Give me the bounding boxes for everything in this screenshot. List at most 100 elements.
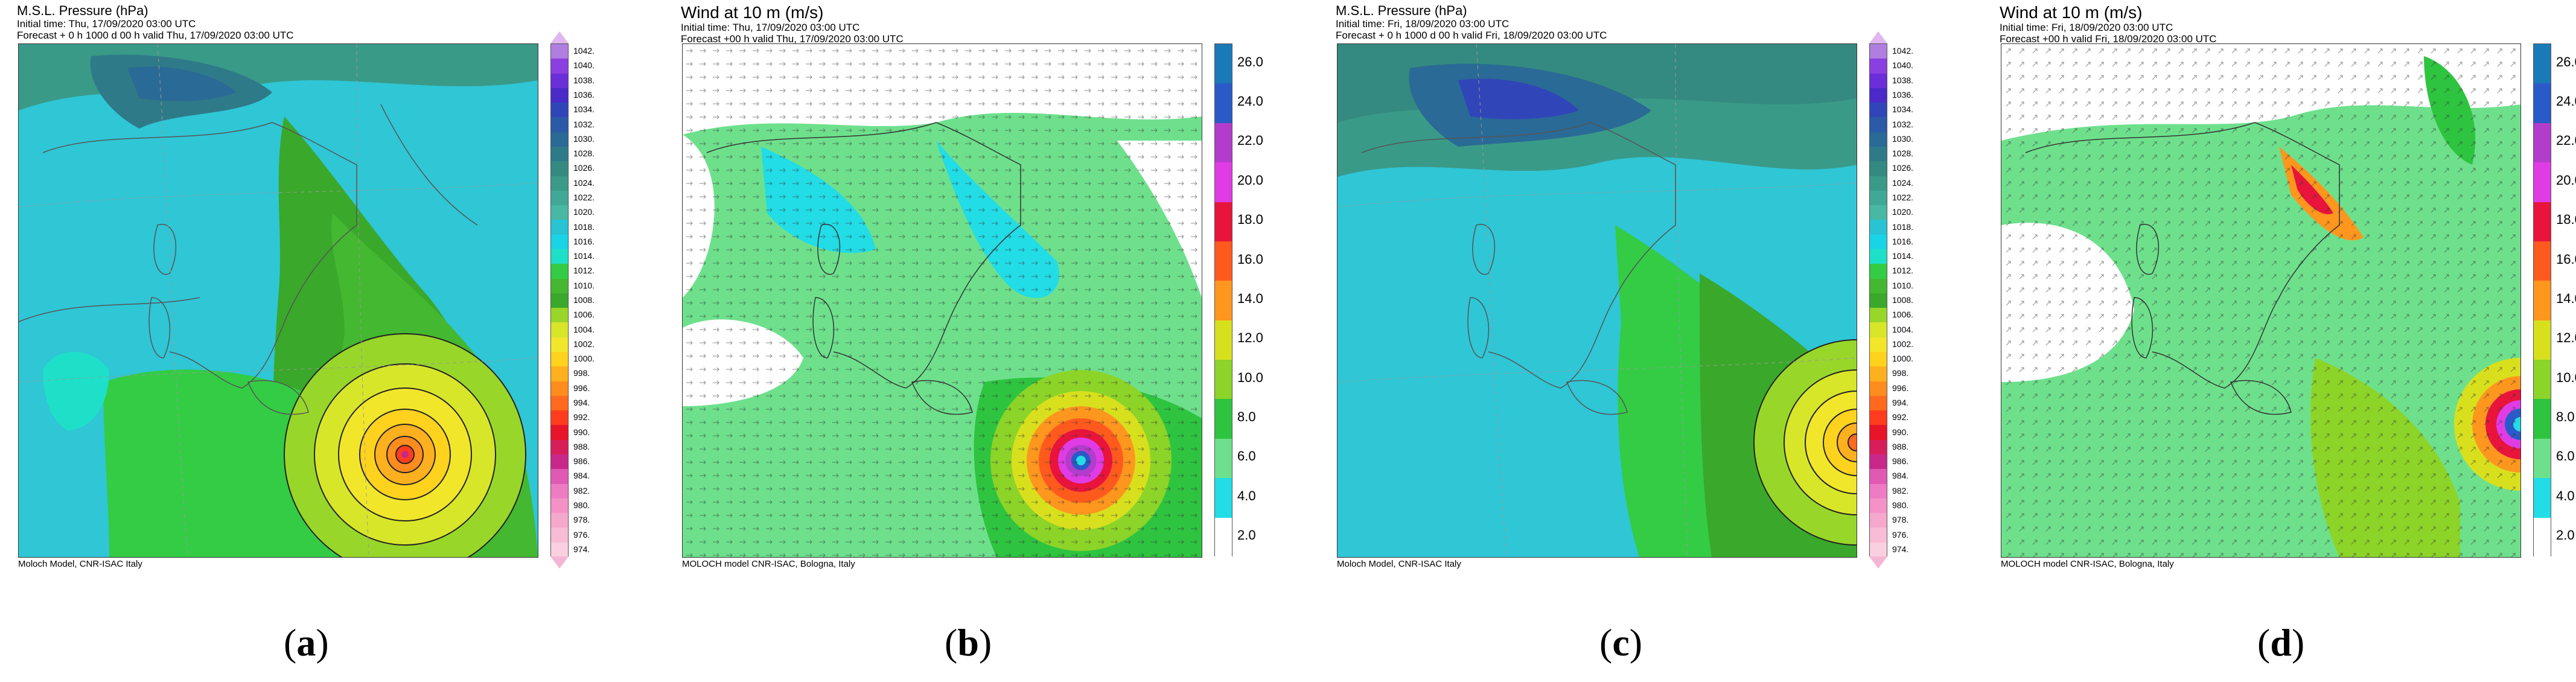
colorbar-segment	[1870, 322, 1887, 338]
initial-time: Initial time: Thu, 17/09/2020 03:00 UTC	[17, 18, 196, 30]
colorbar-segment	[2534, 83, 2551, 124]
panel-header: Wind at 10 m (m/s) Initial time: Thu, 17…	[681, 4, 904, 45]
colorbar-tick-label: 26.0	[1237, 54, 1263, 69]
colorbar-segment	[2534, 123, 2551, 163]
colorbar-tick-label: 24.0	[1237, 94, 1263, 109]
colorbar-tick-label: 984.	[1892, 471, 1909, 481]
colorbar-segment	[2534, 202, 2551, 242]
colorbar-segment	[2534, 438, 2551, 479]
panel-d-wind-map: Wind at 10 m (m/s) Initial time: Fri, 18…	[1995, 0, 2576, 579]
colorbar-tick-label: 1040.	[1892, 60, 1914, 71]
panel-title: Wind at 10 m (m/s)	[681, 3, 824, 22]
colorbar-tick-label: 12.0	[1237, 330, 1263, 346]
colorbar-segment	[1215, 162, 1232, 203]
colorbar-tick-label: 1016.	[573, 236, 595, 246]
initial-time: Initial time: Fri, 18/09/2020 03:00 UTC	[2000, 22, 2173, 33]
colorbar-segment	[1870, 264, 1887, 279]
colorbar-segment	[2534, 478, 2551, 518]
colorbar-segment	[1215, 83, 1232, 124]
colorbar-segment	[1215, 44, 1232, 84]
colorbar-segment	[1870, 147, 1887, 162]
colorbar-tick-label: 4.0	[1237, 488, 1256, 503]
panel-a-pressure-map: M.S.L. Pressure (hPa) Initial time: Thu,…	[12, 0, 619, 579]
colorbar-tick-label: 982.	[1892, 485, 1909, 496]
colorbar-segment	[1870, 410, 1887, 425]
colorbar-segment	[1870, 469, 1887, 485]
colorbar-segment	[551, 513, 568, 528]
colorbar-top-arrow	[1869, 31, 1887, 43]
colorbar-segment	[2534, 44, 2551, 84]
wind-colorbar-labels: 26.0 24.0 22.0 20.0 18.0 16.0 14.0 12.0 10.0 8.0 6…	[1237, 43, 1282, 556]
colorbar-tick-label: 1026.	[573, 163, 595, 173]
colorbar-tick-label: 976.	[573, 529, 590, 540]
colorbar-segment	[551, 308, 568, 323]
colorbar-tick-label: 1000.	[1892, 354, 1914, 364]
model-credit: Moloch Model, CNR-ISAC Italy	[18, 559, 142, 569]
panel-title: M.S.L. Pressure (hPa)	[1336, 3, 1467, 18]
colorbar-segment	[551, 103, 568, 118]
colorbar-tick-label: 1030.	[1892, 133, 1914, 144]
colorbar-segment	[1870, 542, 1887, 558]
colorbar-tick-label: 978.	[573, 515, 590, 525]
colorbar-tick-label: 12.0	[2556, 330, 2576, 346]
colorbar-segment	[2534, 241, 2551, 281]
initial-time: Initial time: Fri, 18/09/2020 03:00 UTC	[1336, 18, 1510, 30]
colorbar-tick-label: 1008.	[573, 295, 595, 305]
colorbar-segment	[1215, 320, 1232, 360]
colorbar-tick-label: 10.0	[1237, 369, 1263, 385]
colorbar-tick-label: 22.0	[1237, 133, 1263, 148]
colorbar-segment	[2534, 162, 2551, 203]
colorbar-segment	[1870, 103, 1887, 118]
panel-header: Wind at 10 m (m/s) Initial time: Fri, 18…	[2000, 4, 2217, 45]
colorbar-segment	[1870, 161, 1887, 177]
caption-d: (d)	[2257, 621, 2305, 664]
colorbar-segment	[1870, 513, 1887, 528]
colorbar-segment	[1870, 308, 1887, 323]
colorbar-tick-label: 1006.	[1892, 310, 1914, 320]
colorbar-tick-label: 1010.	[573, 280, 595, 290]
colorbar-tick-label: 1034.	[573, 104, 595, 115]
colorbar-tick-label: 1032.	[573, 119, 595, 129]
colorbar-tick-label: 14.0	[1237, 290, 1263, 306]
colorbar-segment	[1870, 88, 1887, 103]
colorbar-tick-label: 20.0	[2556, 172, 2576, 188]
colorbar-segment	[1870, 190, 1887, 206]
colorbar-tick-label: 8.0	[2556, 409, 2575, 425]
colorbar-segment	[1870, 117, 1887, 133]
pressure-colorbar-labels: 1042. 1040. 1038. 1036. 1034. 1032. 1030. 1028.…	[1892, 43, 1937, 556]
wind-map	[682, 43, 1202, 558]
colorbar-bottom-arrow	[1869, 556, 1887, 569]
colorbar-segment	[1870, 483, 1887, 499]
colorbar-segment	[551, 264, 568, 279]
colorbar-tick-label: 1016.	[1892, 236, 1914, 246]
colorbar-segment	[1870, 381, 1887, 397]
colorbar-tick-label: 1012.	[1892, 266, 1914, 276]
wind-colorbar	[2533, 43, 2551, 558]
wind-colorbar-labels: 26.0 24.0 22.0 20.0 18.0 16.0 14.0 12.0 10.0 8.0 6…	[2556, 43, 2576, 556]
colorbar-tick-label: 992.	[573, 412, 590, 422]
colorbar-segment	[551, 454, 568, 470]
colorbar-tick-label: 998.	[1892, 368, 1909, 378]
colorbar-segment	[2534, 517, 2551, 558]
colorbar-tick-label: 1000.	[573, 354, 595, 364]
colorbar-tick-label: 980.	[573, 500, 590, 510]
panel-header: M.S.L. Pressure (hPa) Initial time: Thu,…	[17, 4, 294, 42]
caption-a: (a)	[284, 621, 329, 664]
colorbar-tick-label: 24.0	[2556, 94, 2576, 109]
colorbar-segment	[1870, 220, 1887, 235]
colorbar-segment	[551, 234, 568, 250]
colorbar-segment	[551, 176, 568, 191]
colorbar-tick-label: 996.	[573, 383, 590, 393]
colorbar-tick-label: 996.	[1892, 383, 1909, 393]
caption-b: (b)	[945, 621, 992, 664]
colorbar-tick-label: 994.	[573, 398, 590, 407]
wind-colorbar	[1214, 43, 1232, 558]
colorbar-segment	[551, 439, 568, 455]
forecast-valid: Forecast + 0 h 1000 d 00 h valid Thu, 17…	[17, 30, 294, 41]
colorbar-segment	[2534, 399, 2551, 439]
colorbar-segment	[1870, 249, 1887, 264]
colorbar-tick-label: 1010.	[1892, 280, 1914, 290]
colorbar-segment	[1215, 438, 1232, 479]
colorbar-segment	[1215, 517, 1232, 558]
colorbar-tick-label: 16.0	[1237, 251, 1263, 267]
